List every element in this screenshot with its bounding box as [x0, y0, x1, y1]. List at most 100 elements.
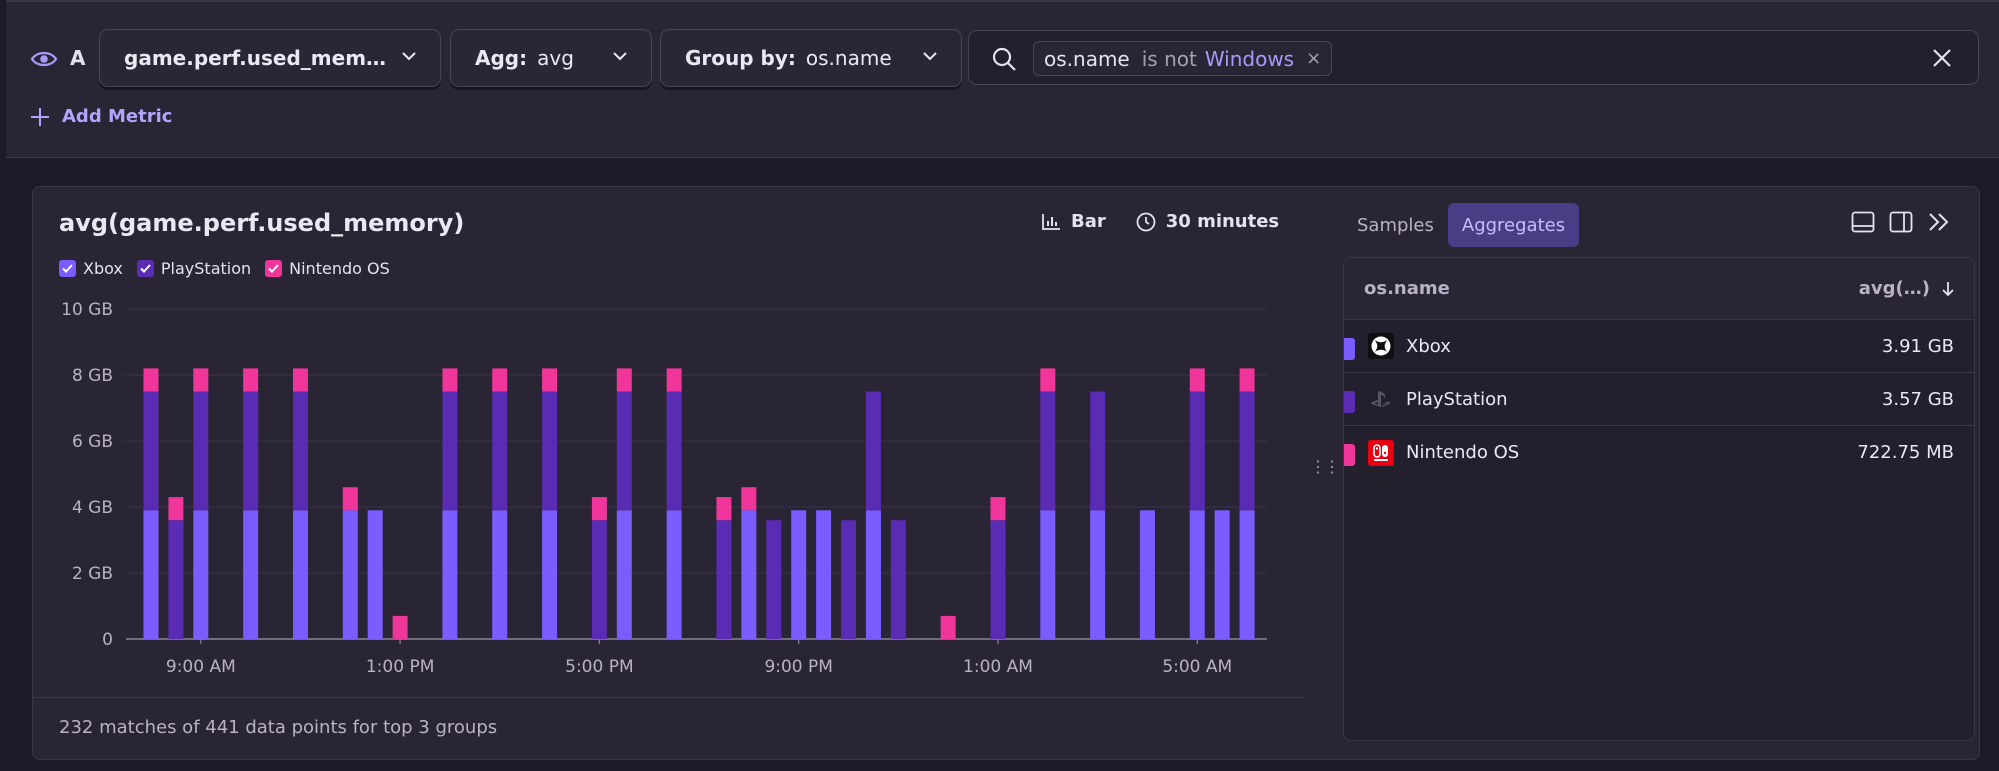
interval-label: 30 minutes	[1165, 211, 1280, 232]
bar-xbox	[143, 510, 159, 639]
bar-playstation	[666, 391, 682, 511]
bar-nintendo-os	[666, 368, 682, 392]
legend-item-nintendo[interactable]: Nintendo OS	[265, 259, 390, 278]
row-value: 3.91 GB	[1881, 335, 1954, 357]
table-row[interactable]: PlayStation 3.57 GB	[1344, 373, 1974, 426]
bar-nintendo-os	[442, 368, 458, 392]
column-header-os-name[interactable]: os.name	[1364, 278, 1450, 299]
display-type-button[interactable]: Bar	[1041, 211, 1106, 232]
query-panel: A game.perf.used_mem… Agg: avg Group by:…	[6, 0, 1999, 158]
checkbox-icon[interactable]	[59, 260, 76, 277]
filter-value[interactable]: Windows	[1204, 46, 1295, 71]
eye-icon[interactable]	[30, 50, 58, 68]
table-row[interactable]: Nintendo OS 722.75 MB	[1344, 426, 1974, 479]
add-metric-label: Add Metric	[62, 106, 173, 127]
bar-xbox	[1239, 510, 1255, 639]
bar-playstation	[292, 391, 308, 511]
bar-xbox	[1139, 510, 1155, 639]
bar-playstation	[243, 391, 259, 511]
bar-nintendo-os	[342, 487, 358, 511]
bar-xbox	[1214, 510, 1230, 639]
column-header-avg[interactable]: avg(…)	[1859, 278, 1954, 299]
x-tick-label: 5:00 AM	[1162, 657, 1232, 677]
bar-playstation	[1239, 391, 1255, 511]
x-tick-label: 5:00 PM	[565, 657, 634, 677]
row-name: PlayStation	[1406, 388, 1508, 410]
column-header-avg-label: avg(…)	[1858, 278, 1930, 299]
search-icon	[992, 47, 1016, 71]
filter-token[interactable]: os.name is not Windows ×	[1033, 41, 1333, 76]
bar-xbox	[243, 510, 259, 639]
bar-playstation	[990, 520, 1006, 639]
bar-playstation	[143, 391, 159, 511]
display-type-label: Bar	[1071, 211, 1106, 232]
chevron-down-icon	[613, 52, 627, 61]
playstation-icon	[1368, 386, 1394, 412]
bar-nintendo-os	[940, 615, 956, 639]
add-metric-button[interactable]: Add Metric	[30, 106, 172, 127]
aggregates-table: os.name avg(…) Xbox 3.91 GB Play	[1343, 257, 1975, 741]
bar-playstation	[865, 391, 881, 511]
tab-samples[interactable]: Samples	[1357, 214, 1434, 236]
bar-xbox	[616, 510, 632, 639]
bar-xbox	[367, 510, 383, 639]
group-by-label: Group by:	[685, 46, 796, 70]
y-tick-label: 8 GB	[72, 366, 113, 386]
layout-bottom-icon[interactable]	[1851, 211, 1875, 233]
layout-side-icon[interactable]	[1889, 211, 1913, 233]
bar-xbox	[442, 510, 458, 639]
nintendo-icon	[1368, 439, 1394, 466]
metric-dropdown-label: game.perf.used_mem…	[124, 46, 387, 70]
clear-filter-icon[interactable]	[1932, 48, 1952, 68]
bar-nintendo-os	[392, 615, 408, 639]
bar-playstation	[890, 520, 906, 639]
filter-search-input[interactable]: os.name is not Windows ×	[968, 30, 1979, 85]
checkbox-icon[interactable]	[265, 260, 283, 277]
filter-operator[interactable]: is not	[1141, 46, 1197, 71]
table-row[interactable]: Xbox 3.91 GB	[1344, 320, 1974, 373]
bar-playstation	[542, 391, 558, 511]
chart-options: Bar 30 minutes	[1041, 211, 1309, 232]
legend-item-playstation[interactable]: PlayStation	[136, 259, 252, 278]
bar-xbox	[542, 510, 558, 639]
metric-dropdown[interactable]: game.perf.used_mem…	[99, 29, 441, 87]
bar-nintendo-os	[492, 368, 508, 392]
bar-playstation	[591, 520, 607, 639]
drag-handle-icon[interactable]: ⋮⋮	[1310, 457, 1340, 476]
legend-label: PlayStation	[160, 259, 252, 278]
bar-playstation	[168, 520, 184, 639]
query-row: A game.perf.used_mem… Agg: avg Group by:…	[6, 26, 1999, 90]
bar-playstation	[716, 520, 732, 639]
bar-xbox	[342, 510, 358, 639]
bar-nintendo-os	[591, 497, 607, 521]
bar-chart[interactable]: 0 2 GB 4 GB 6 GB 8 GB 10 GB 9:00 AM 1:00 PM 5:00…	[33, 287, 1305, 697]
legend-item-xbox[interactable]: Xbox	[59, 259, 123, 278]
x-tick-label: 9:00 AM	[166, 657, 236, 677]
bar-nintendo-os	[143, 368, 159, 392]
filter-key[interactable]: os.name	[1044, 46, 1130, 71]
xbox-icon	[1368, 333, 1394, 359]
chart-title: avg(game.perf.used_memory)	[59, 209, 465, 237]
collapse-panel-icon[interactable]	[1927, 211, 1951, 233]
bar-nintendo-os	[741, 487, 757, 511]
tab-aggregates[interactable]: Aggregates	[1447, 203, 1580, 247]
bar-playstation	[616, 391, 632, 511]
y-tick-label: 2 GB	[72, 564, 113, 584]
bar-nintendo-os	[716, 497, 732, 521]
bar-playstation	[1189, 391, 1205, 511]
remove-filter-icon[interactable]: ×	[1306, 48, 1322, 69]
bar-nintendo-os	[243, 368, 259, 392]
row-name: Nintendo OS	[1406, 442, 1520, 463]
agg-dropdown-label: Agg:	[475, 46, 528, 70]
bar-playstation	[766, 520, 782, 639]
bar-xbox	[193, 510, 209, 639]
agg-dropdown-value: avg	[537, 46, 574, 70]
bar-xbox	[1040, 510, 1056, 639]
chart-legend: Xbox PlayStation Nintendo OS	[59, 259, 404, 278]
interval-button[interactable]: 30 minutes	[1136, 211, 1279, 232]
agg-dropdown[interactable]: Agg: avg	[450, 29, 652, 87]
bar-xbox	[741, 510, 757, 639]
y-tick-label: 10 GB	[61, 300, 113, 320]
group-by-dropdown[interactable]: Group by: os.name	[660, 29, 962, 87]
checkbox-icon[interactable]	[136, 260, 154, 277]
